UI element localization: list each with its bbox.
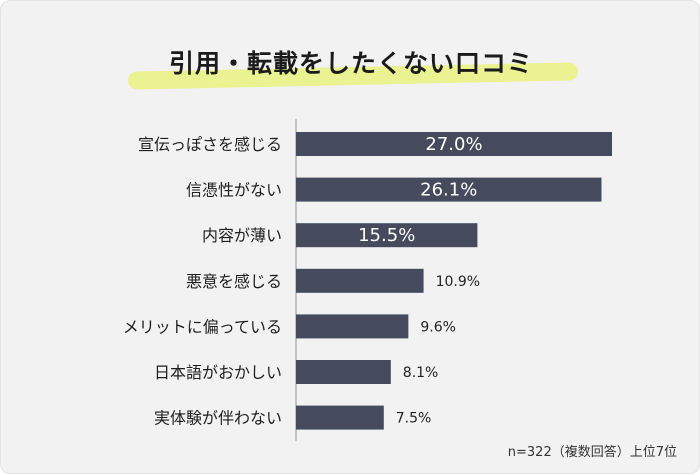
value-label: 9.6% xyxy=(420,319,456,335)
category-label: 日本語がおかしい xyxy=(154,363,282,382)
title-area: 引用・転載をしたくない口コミ xyxy=(1,39,700,90)
category-label: 悪意を感じる xyxy=(186,272,282,291)
value-label: 8.1% xyxy=(403,365,439,381)
bars-group: 宣伝っぽさを感じる 27.0% 信憑性がない 26.1% 内容が薄い 15.5% 悪意を感じ… xyxy=(123,132,612,430)
category-label: メリットに偏っている xyxy=(123,317,282,336)
value-label: 10.9% xyxy=(436,274,480,290)
category-label: 実体験が伴わない xyxy=(154,409,282,428)
value-label: 27.0% xyxy=(425,134,482,155)
value-label: 7.5% xyxy=(396,411,432,427)
bar xyxy=(296,314,409,339)
category-label: 信憑性がない xyxy=(186,181,282,200)
value-label: 26.1% xyxy=(420,180,477,201)
bar xyxy=(296,223,478,248)
bar xyxy=(296,177,602,202)
bar xyxy=(296,405,384,430)
value-label: 15.5% xyxy=(358,225,415,246)
bar xyxy=(296,360,391,384)
sample-note: n=322（複数回答）上位7位 xyxy=(507,445,677,460)
category-label: 内容が薄い xyxy=(202,226,282,245)
chart-title: 引用・転載をしたくない口コミ xyxy=(168,49,533,78)
bar xyxy=(296,268,424,293)
category-label: 宣伝っぽさを感じる xyxy=(138,135,282,154)
bar xyxy=(296,132,612,156)
